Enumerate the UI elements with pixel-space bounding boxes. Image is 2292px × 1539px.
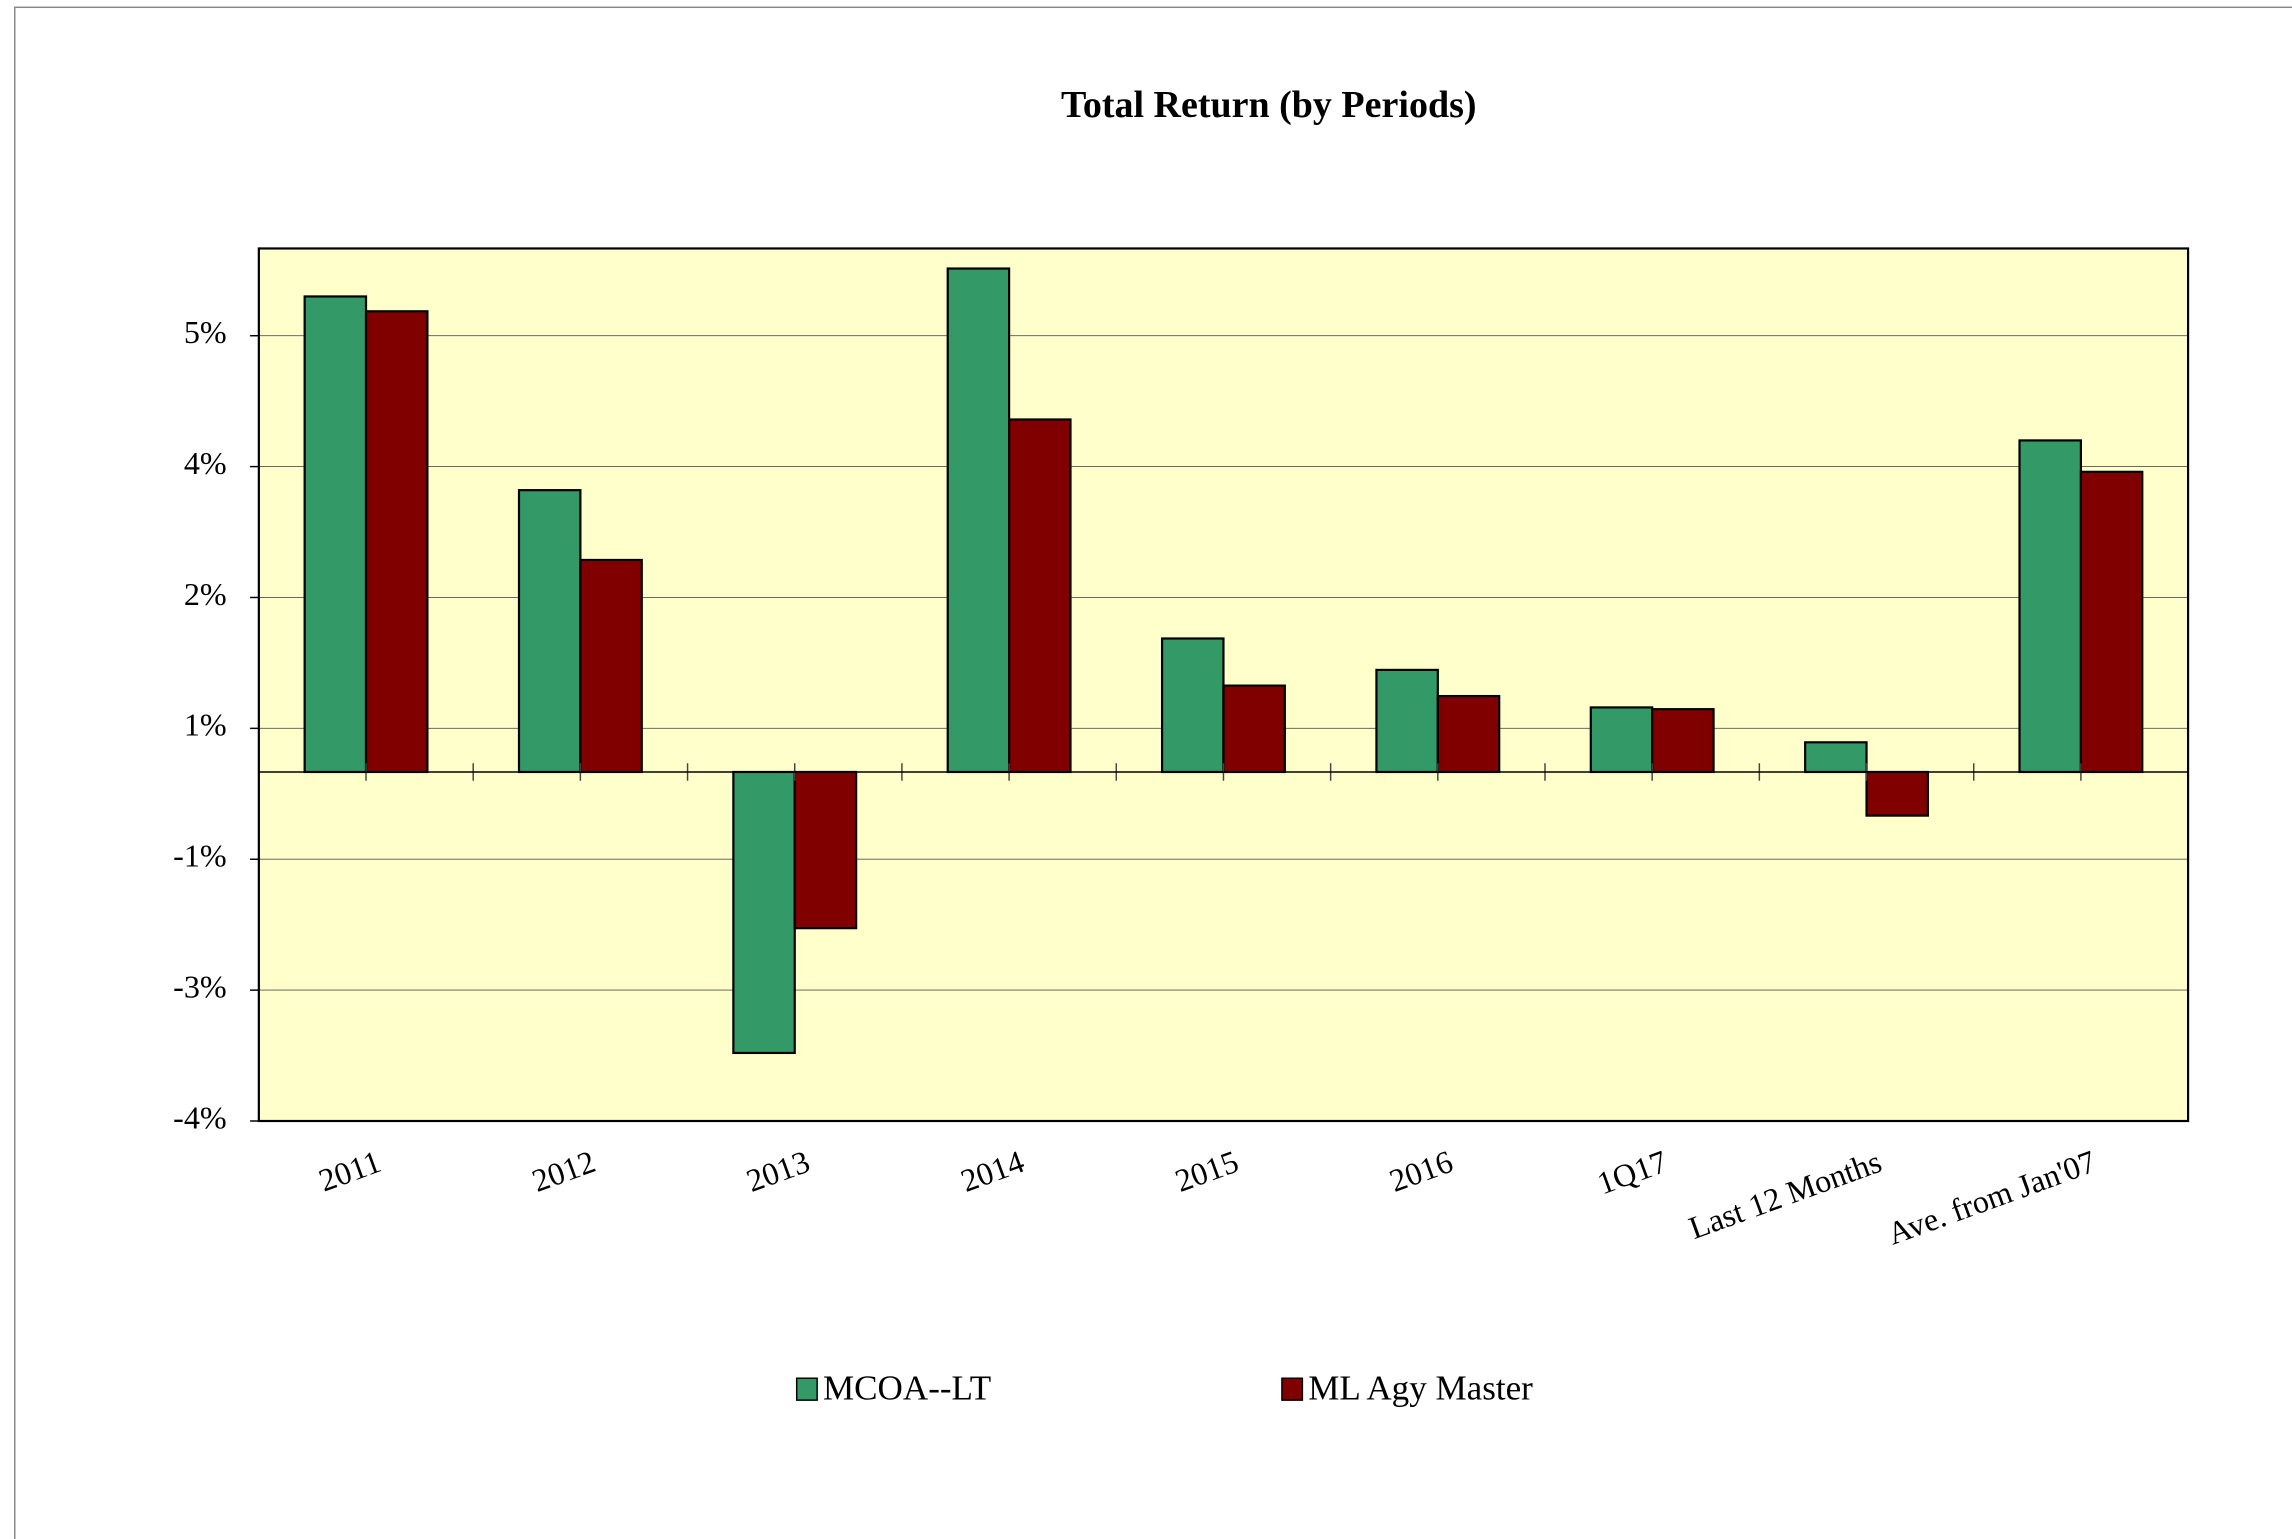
bar [1865, 770, 1930, 817]
x-tick-label: 2011 [314, 1143, 386, 1198]
legend-swatch [795, 1377, 818, 1401]
bar [2018, 439, 2082, 774]
bar [1804, 741, 1868, 774]
bar [303, 295, 368, 774]
bar [1160, 637, 1225, 774]
plot-border [257, 247, 2190, 1123]
bar [1008, 418, 1072, 774]
legend-label: MCOA--LT [823, 1368, 991, 1407]
x-tick-label: 2016 [1385, 1143, 1458, 1199]
y-tick-label: -1% [173, 838, 227, 874]
y-tick-label: -3% [173, 968, 227, 1004]
y-tick-label: 1% [184, 707, 227, 743]
bar [1375, 668, 1439, 774]
bar [364, 310, 429, 774]
y-tick-label: 4% [184, 445, 227, 481]
y-tick-label: 5% [184, 314, 227, 350]
y-tick-label: -4% [173, 1099, 227, 1135]
bar [732, 770, 796, 1055]
x-tick-label: 2013 [742, 1143, 815, 1199]
bar [1222, 684, 1286, 774]
frame [14, 6, 2292, 1539]
y-tick-label: 2% [184, 576, 227, 612]
bar [2079, 470, 2144, 774]
x-tick-label: 2015 [1170, 1143, 1243, 1199]
bar [1436, 694, 1501, 774]
x-tick-label: Ave. from Jan'07 [1883, 1143, 2101, 1252]
chart-title: Total Return (by Periods) [1061, 84, 1477, 126]
bar [1589, 706, 1654, 774]
x-tick-label: Last 12 Months [1684, 1143, 1886, 1246]
bar [793, 770, 858, 930]
legend-label: ML Agy Master [1308, 1368, 1533, 1407]
bar [517, 489, 582, 774]
bar [1651, 708, 1715, 774]
x-tick-label: 2014 [956, 1143, 1029, 1199]
bar [579, 558, 643, 774]
x-tick-label: 1Q17 [1592, 1143, 1671, 1201]
x-tick-label: 2012 [527, 1143, 600, 1199]
bar [946, 267, 1011, 774]
legend-swatch [1281, 1377, 1304, 1401]
